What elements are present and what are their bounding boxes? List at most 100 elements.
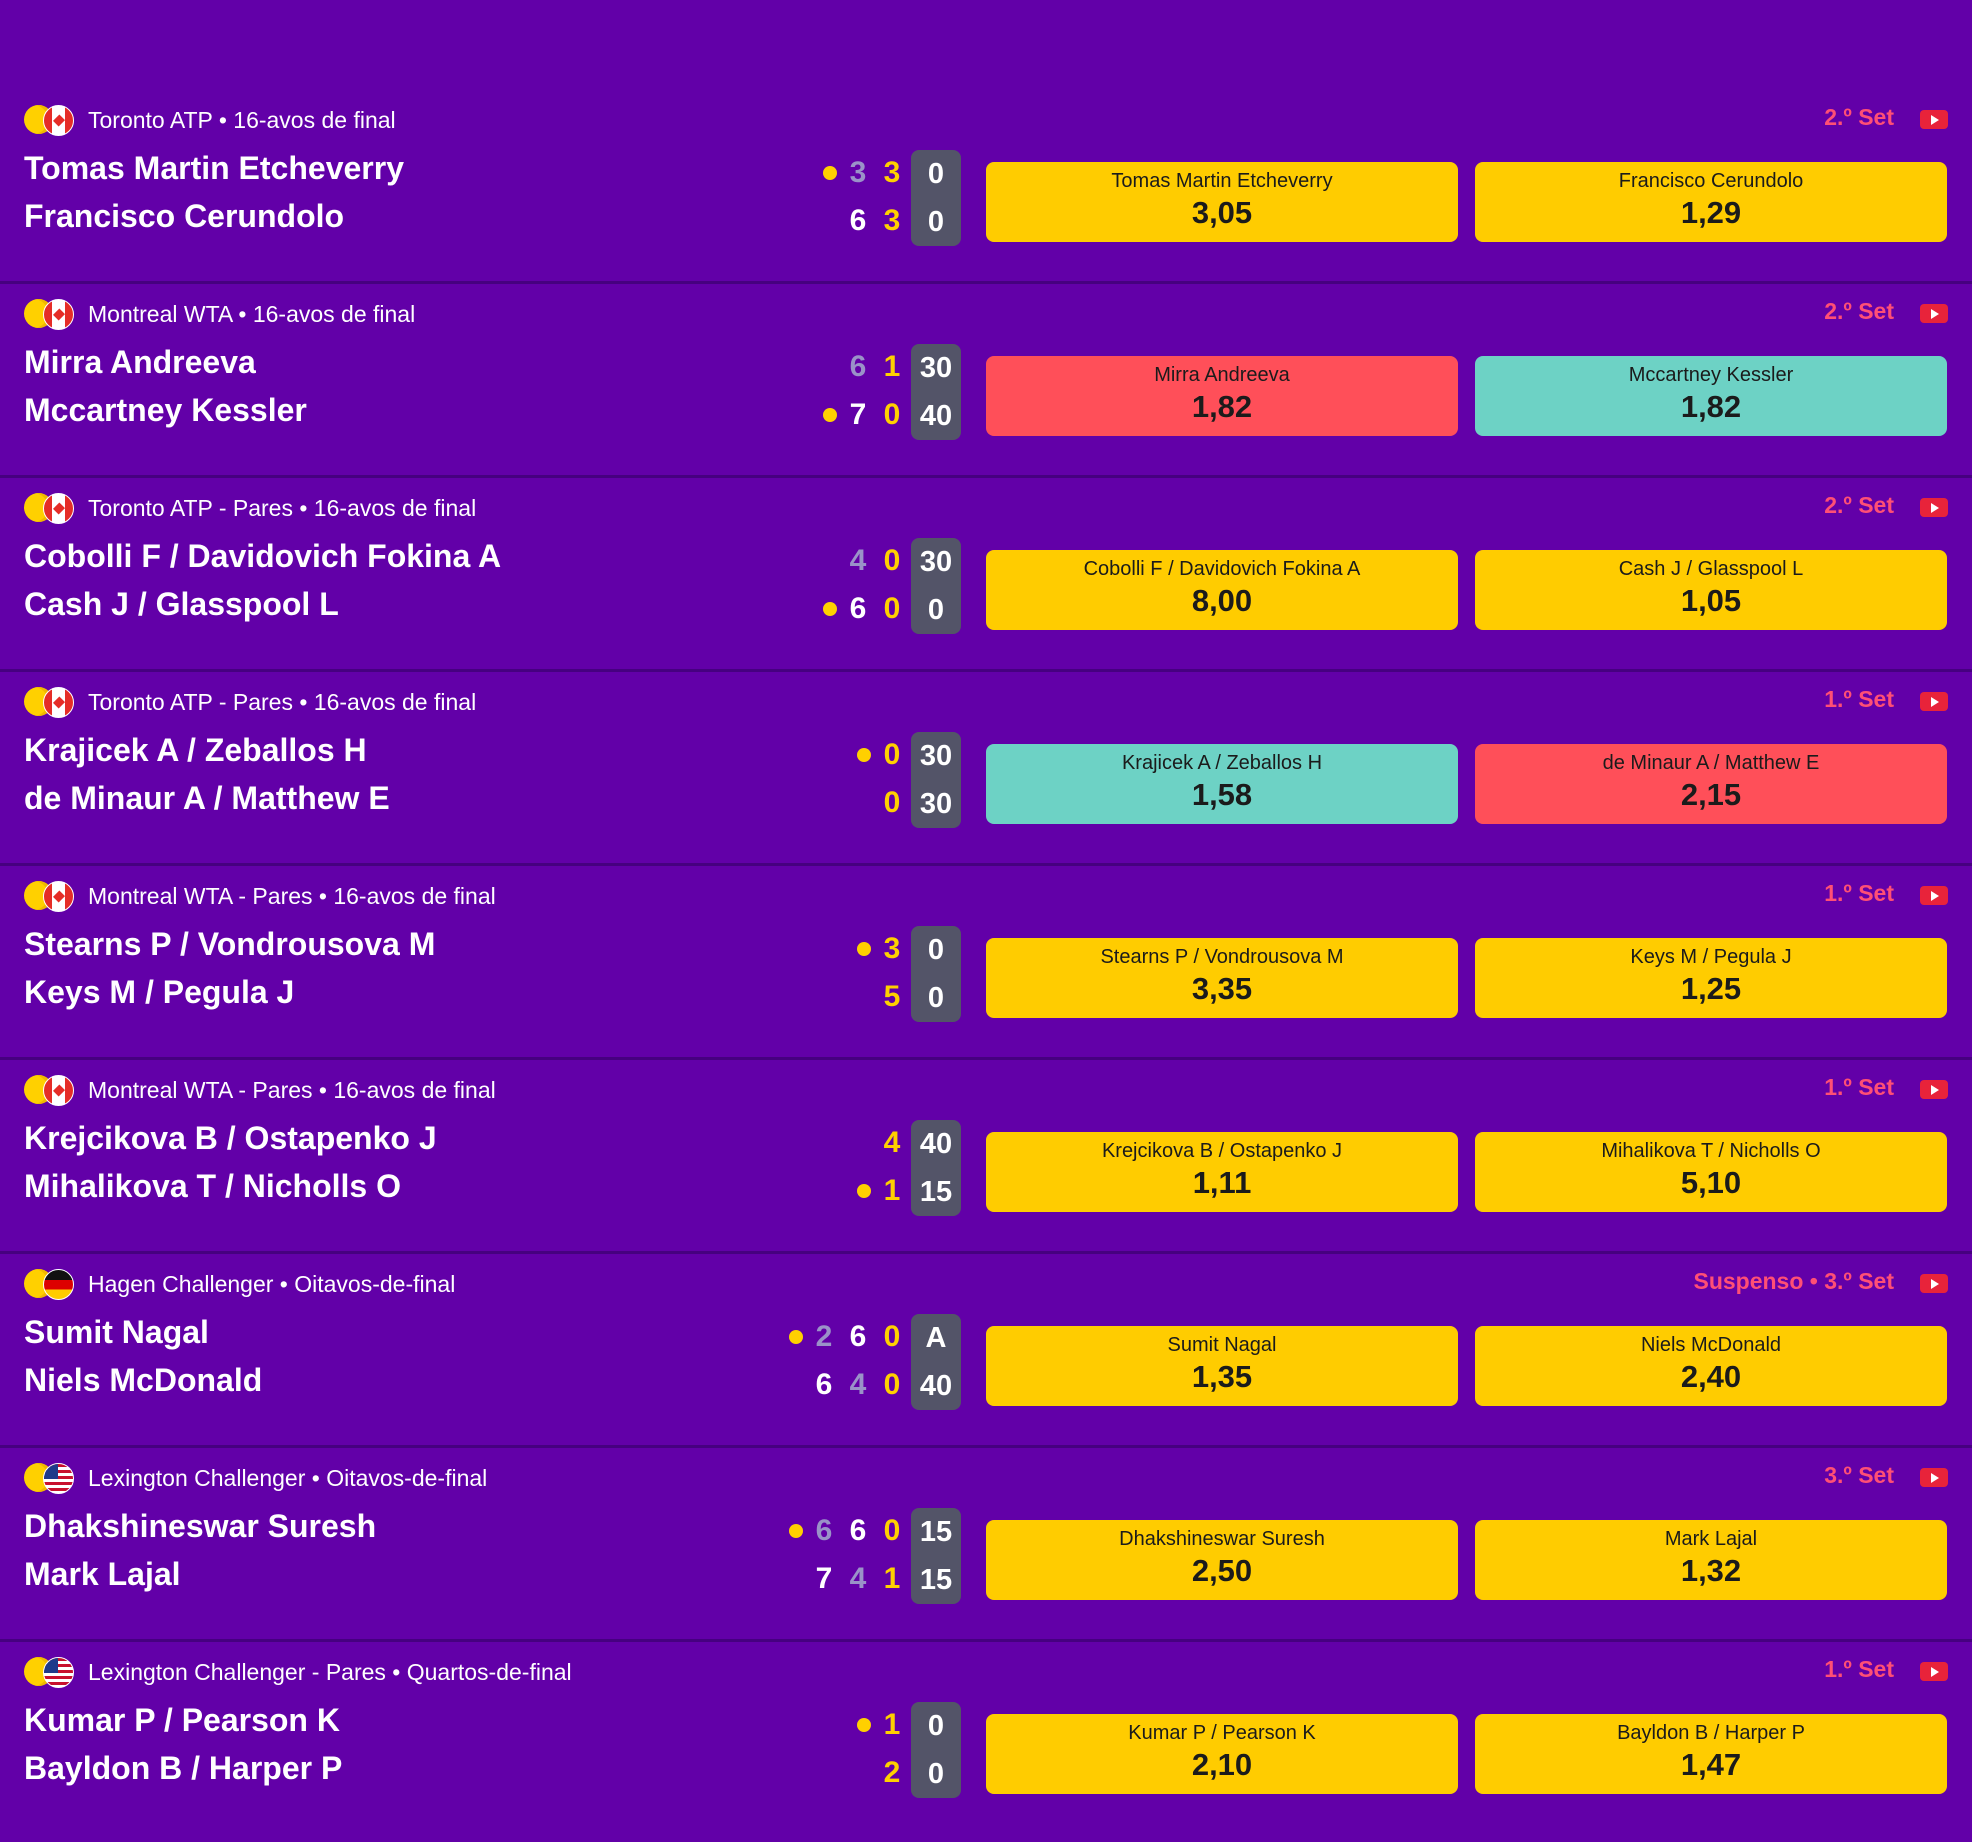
odds-button-player-2[interactable]: de Minaur A / Matthew E 2,15 (1475, 744, 1947, 824)
tournament-name[interactable]: Toronto ATP - Pares • 16-avos de final (88, 494, 477, 521)
match-row[interactable]: Toronto ATP - Pares • 16-avos de final 1.… (0, 672, 1972, 866)
odds-button-player-2[interactable]: Niels McDonald 2,40 (1475, 1326, 1947, 1406)
player-2-name[interactable]: Cash J / Glasspool L (24, 586, 339, 622)
player-2-name[interactable]: Francisco Cerundolo (24, 198, 345, 234)
match-row[interactable]: Montreal WTA • 16-avos de final 2.º Set Mi… (0, 284, 1972, 478)
match-row[interactable]: Toronto ATP - Pares • 16-avos de final 2.… (0, 478, 1972, 672)
odds-button-player-1[interactable]: Kumar P / Pearson K 2,10 (986, 1714, 1458, 1794)
tournament-name[interactable]: Toronto ATP - Pares • 16-avos de final (88, 688, 477, 715)
tournament-name[interactable]: Montreal WTA • 16-avos de final (88, 300, 416, 327)
tournament-name[interactable]: Montreal WTA - Pares • 16-avos de final (88, 882, 496, 909)
odds-selection-name: Krajicek A / Zeballos H (1121, 752, 1323, 774)
top-spacer (0, 0, 1972, 104)
odds-selection-name: Mark Lajal (1664, 1528, 1758, 1550)
live-stream-icon[interactable] (1920, 1662, 1948, 1681)
player-2-name[interactable]: Mccartney Kessler (24, 392, 307, 428)
set-1-score-player-2: 2 (883, 1756, 901, 1789)
odds-button-player-2[interactable]: Keys M / Pegula J 1,25 (1475, 938, 1947, 1018)
set-1-score-player-1: 4 (849, 544, 867, 577)
player-2-name[interactable]: Bayldon B / Harper P (24, 1750, 343, 1786)
player-1-name[interactable]: Stearns P / Vondrousova M (24, 926, 436, 962)
tournament-name[interactable]: Lexington Challenger - Pares • Quartos-d… (88, 1658, 572, 1685)
match-status: 2.º Set (1824, 298, 1894, 324)
live-stream-icon[interactable] (1920, 692, 1948, 711)
player-2-name[interactable]: Niels McDonald (24, 1362, 263, 1398)
match-header: Toronto ATP - Pares • 16-avos de final 1.… (24, 684, 1948, 720)
set-2-score-player-1: 1 (883, 350, 901, 383)
odds-button-player-1[interactable]: Sumit Nagal 1,35 (986, 1326, 1458, 1406)
player-1-name[interactable]: Tomas Martin Etcheverry (24, 150, 404, 186)
live-stream-icon[interactable] (1920, 1274, 1948, 1293)
match-row[interactable]: Montreal WTA - Pares • 16-avos de final 1… (0, 866, 1972, 1060)
odds-button-player-1[interactable]: Krajicek A / Zeballos H 1,58 (986, 744, 1458, 824)
odds-button-player-2[interactable]: Mihalikova T / Nicholls O 5,10 (1475, 1132, 1947, 1212)
match-row[interactable]: Toronto ATP • 16-avos de final 2.º Set Tom… (0, 90, 1972, 284)
set-1-score-player-2: 6 (815, 1368, 833, 1401)
tournament-icons (24, 104, 80, 136)
odds-button-player-1[interactable]: Tomas Martin Etcheverry 3,05 (986, 162, 1458, 242)
match-row[interactable]: Lexington Challenger - Pares • Quartos-d… (0, 1642, 1972, 1836)
player-1-name[interactable]: Kumar P / Pearson K (24, 1702, 340, 1738)
live-stream-icon[interactable] (1920, 110, 1948, 129)
odds-button-player-1[interactable]: Cobolli F / Davidovich Fokina A 8,00 (986, 550, 1458, 630)
player-1-name[interactable]: Krejcikova B / Ostapenko J (24, 1120, 437, 1156)
odds-button-player-1[interactable]: Stearns P / Vondrousova M 3,35 (986, 938, 1458, 1018)
odds-button-player-1[interactable]: Krejcikova B / Ostapenko J 1,11 (986, 1132, 1458, 1212)
tournament-name[interactable]: Hagen Challenger • Oitavos-de-final (88, 1270, 456, 1297)
usa-flag-icon (43, 1657, 74, 1688)
live-stream-icon[interactable] (1920, 498, 1948, 517)
tournament-icons (24, 1656, 80, 1688)
set-1-score-player-1: 2 (815, 1320, 833, 1353)
set-1-score-player-1: 4 (883, 1126, 901, 1159)
tournament-icons (24, 880, 80, 912)
match-row[interactable]: Montreal WTA - Pares • 16-avos de final 1… (0, 1060, 1972, 1254)
game-points-player-2: 30 (919, 788, 953, 820)
player-1-name[interactable]: Mirra Andreeva (24, 344, 256, 380)
player-2-name[interactable]: Mihalikova T / Nicholls O (24, 1168, 401, 1204)
player-2-name[interactable]: Mark Lajal (24, 1556, 181, 1592)
odds-button-player-2[interactable]: Bayldon B / Harper P 1,47 (1475, 1714, 1947, 1794)
game-points-player-2: 0 (927, 206, 945, 238)
odds-button-player-2[interactable]: Cash J / Glasspool L 1,05 (1475, 550, 1947, 630)
game-points-player-1: 30 (919, 740, 953, 772)
current-game-points: A 40 (911, 1314, 961, 1410)
odds-button-player-2[interactable]: Mark Lajal 1,32 (1475, 1520, 1947, 1600)
current-game-points: 15 15 (911, 1508, 961, 1604)
odds-selection-name: Kumar P / Pearson K (1128, 1722, 1316, 1744)
player-1-name[interactable]: Cobolli F / Davidovich Fokina A (24, 538, 502, 574)
odds-selection-name: Mirra Andreeva (1154, 364, 1290, 386)
match-row[interactable]: Hagen Challenger • Oitavos-de-final Suspe… (0, 1254, 1972, 1448)
tournament-name[interactable]: Montreal WTA - Pares • 16-avos de final (88, 1076, 496, 1103)
live-stream-icon[interactable] (1920, 304, 1948, 323)
player-1-name[interactable]: Sumit Nagal (24, 1314, 209, 1350)
odds-button-player-2[interactable]: Francisco Cerundolo 1,29 (1475, 162, 1947, 242)
live-stream-icon[interactable] (1920, 1468, 1948, 1487)
set-1-score-player-2: 7 (849, 398, 867, 431)
match-row[interactable]: Lexington Challenger • Oitavos-de-final 3… (0, 1448, 1972, 1642)
tournament-name[interactable]: Lexington Challenger • Oitavos-de-final (88, 1464, 488, 1491)
set-3-score-player-2: 0 (883, 1368, 901, 1401)
player-1-name[interactable]: Dhakshineswar Suresh (24, 1508, 377, 1544)
live-stream-icon[interactable] (1920, 1080, 1948, 1099)
tournament-icons (24, 492, 80, 524)
game-points-player-2: 0 (927, 1758, 945, 1790)
tournament-name[interactable]: Toronto ATP • 16-avos de final (88, 106, 396, 133)
game-points-player-1: 0 (927, 158, 945, 190)
set-1-score-player-1: 3 (883, 932, 901, 965)
player-2-name[interactable]: de Minaur A / Matthew E (24, 780, 390, 816)
serving-indicator-icon (823, 166, 837, 180)
odds-button-player-2[interactable]: Mccartney Kessler 1,82 (1475, 356, 1947, 436)
player-2-name[interactable]: Keys M / Pegula J (24, 974, 295, 1010)
game-points-player-1: 30 (919, 546, 953, 578)
odds-button-player-1[interactable]: Dhakshineswar Suresh 2,50 (986, 1520, 1458, 1600)
live-stream-icon[interactable] (1920, 886, 1948, 905)
canada-flag-icon (43, 299, 74, 330)
set-1-score-player-2: 6 (849, 592, 867, 625)
match-status: 2.º Set (1824, 492, 1894, 518)
match-status: 1.º Set (1824, 1656, 1894, 1682)
player-1-name[interactable]: Krajicek A / Zeballos H (24, 732, 367, 768)
odds-button-player-1[interactable]: Mirra Andreeva 1,82 (986, 356, 1458, 436)
